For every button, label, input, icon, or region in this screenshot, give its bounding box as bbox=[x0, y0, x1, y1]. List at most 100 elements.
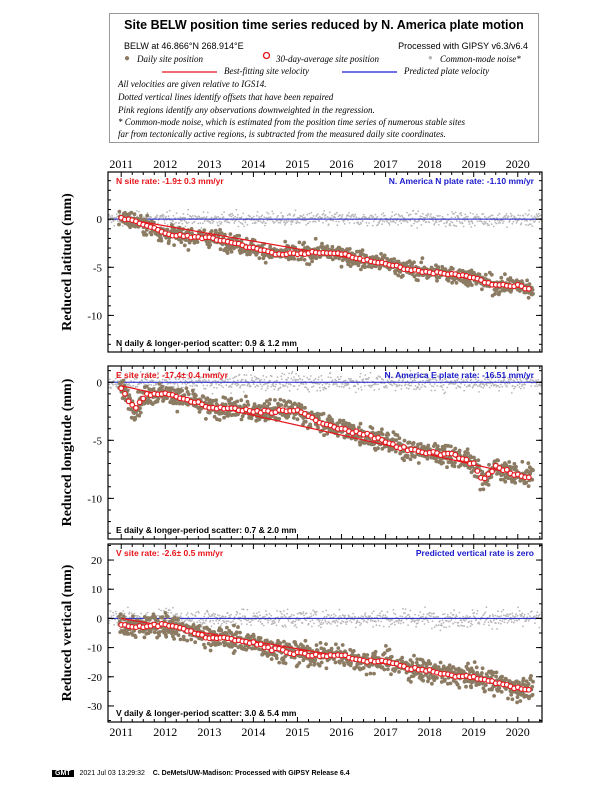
cmn-point bbox=[257, 616, 259, 619]
cmn-point bbox=[395, 219, 398, 222]
cmn-point bbox=[433, 612, 435, 615]
cmn-point bbox=[487, 621, 490, 624]
cmn-point bbox=[258, 618, 261, 621]
cmn-point bbox=[237, 383, 240, 386]
daily-point bbox=[515, 281, 520, 286]
cmn-point bbox=[525, 223, 527, 226]
avg30-point bbox=[276, 251, 282, 257]
cmn-point bbox=[202, 384, 205, 387]
daily-point bbox=[132, 216, 137, 221]
cmn-point bbox=[151, 380, 154, 383]
cmn-point bbox=[427, 212, 430, 215]
cmn-point bbox=[157, 371, 160, 374]
daily-point bbox=[301, 250, 306, 254]
cmn-point bbox=[284, 615, 287, 618]
daily-point bbox=[446, 444, 451, 448]
cmn-point bbox=[477, 621, 480, 624]
cmn-point bbox=[513, 380, 516, 382]
cmn-point bbox=[112, 219, 114, 222]
avg30-point bbox=[272, 251, 279, 258]
daily-point bbox=[459, 278, 464, 283]
cmn-point bbox=[487, 375, 490, 378]
cmn-point bbox=[234, 383, 237, 385]
cmn-point bbox=[186, 618, 189, 621]
daily-point bbox=[391, 264, 395, 269]
cmn-point bbox=[170, 222, 173, 225]
cmn-point bbox=[349, 215, 351, 218]
daily-point bbox=[275, 410, 280, 414]
daily-point bbox=[457, 275, 462, 280]
daily-point bbox=[132, 212, 137, 217]
daily-point bbox=[489, 474, 493, 478]
daily-point bbox=[243, 247, 248, 252]
daily-point bbox=[327, 414, 332, 419]
cmn-point bbox=[480, 385, 482, 388]
daily-point bbox=[165, 234, 170, 239]
daily-point bbox=[443, 269, 448, 274]
daily-point bbox=[497, 280, 502, 285]
daily-point bbox=[316, 415, 321, 419]
cmn-point bbox=[455, 225, 458, 228]
daily-point bbox=[152, 228, 157, 233]
avg30-point bbox=[235, 240, 242, 247]
daily-point bbox=[399, 448, 404, 453]
daily-point bbox=[403, 266, 408, 271]
daily-point bbox=[489, 280, 493, 285]
daily-point bbox=[183, 397, 188, 401]
daily-point bbox=[394, 268, 399, 272]
cmn-point bbox=[442, 217, 444, 220]
legend-avg30-label: 30-day-average site position bbox=[276, 54, 379, 64]
cmn-point bbox=[171, 219, 174, 222]
daily-point bbox=[456, 457, 460, 462]
cmn-point bbox=[261, 385, 264, 388]
cmn-point bbox=[322, 388, 325, 391]
avg30-point bbox=[224, 405, 231, 412]
daily-point bbox=[324, 421, 329, 426]
daily-point bbox=[311, 255, 316, 260]
cmn-point bbox=[215, 619, 218, 622]
daily-point bbox=[478, 277, 483, 282]
cmn-point bbox=[201, 381, 203, 384]
daily-point bbox=[478, 468, 482, 472]
cmn-point bbox=[197, 222, 200, 225]
cmn-point bbox=[252, 218, 255, 221]
cmn-point bbox=[294, 620, 296, 623]
daily-point bbox=[478, 278, 483, 283]
cmn-point bbox=[124, 623, 127, 626]
cmn-point bbox=[466, 380, 469, 383]
avg30-point bbox=[221, 405, 227, 412]
cmn-point bbox=[303, 375, 305, 378]
cmn-point bbox=[368, 615, 371, 618]
cmn-point bbox=[336, 385, 339, 387]
daily-point bbox=[138, 221, 143, 225]
cmn-point bbox=[168, 217, 171, 220]
cmn-point bbox=[304, 618, 306, 621]
daily-point bbox=[471, 468, 476, 473]
cmn-point bbox=[433, 223, 435, 226]
cmn-point bbox=[177, 378, 180, 380]
cmn-point bbox=[221, 615, 224, 618]
daily-point bbox=[260, 408, 265, 413]
cmn-point bbox=[394, 623, 396, 626]
cmn-point bbox=[231, 383, 234, 386]
cmn-point bbox=[154, 621, 156, 624]
daily-point bbox=[247, 415, 252, 420]
cmn-point bbox=[398, 379, 401, 382]
daily-point bbox=[520, 281, 525, 286]
cmn-point bbox=[347, 617, 349, 620]
daily-point bbox=[124, 220, 129, 225]
cmn-point bbox=[517, 219, 520, 222]
cmn-point bbox=[265, 216, 268, 219]
avg30-point bbox=[279, 251, 286, 258]
cmn-point bbox=[403, 612, 405, 614]
daily-point bbox=[273, 398, 277, 402]
avg30-point bbox=[430, 449, 437, 455]
daily-point bbox=[300, 414, 305, 419]
cmn-point bbox=[428, 221, 431, 224]
daily-point bbox=[464, 454, 469, 459]
daily-point bbox=[337, 246, 342, 250]
cmn-point bbox=[119, 627, 122, 630]
cmn-point bbox=[243, 618, 246, 620]
daily-point bbox=[383, 262, 388, 267]
cmn-point bbox=[350, 377, 352, 380]
